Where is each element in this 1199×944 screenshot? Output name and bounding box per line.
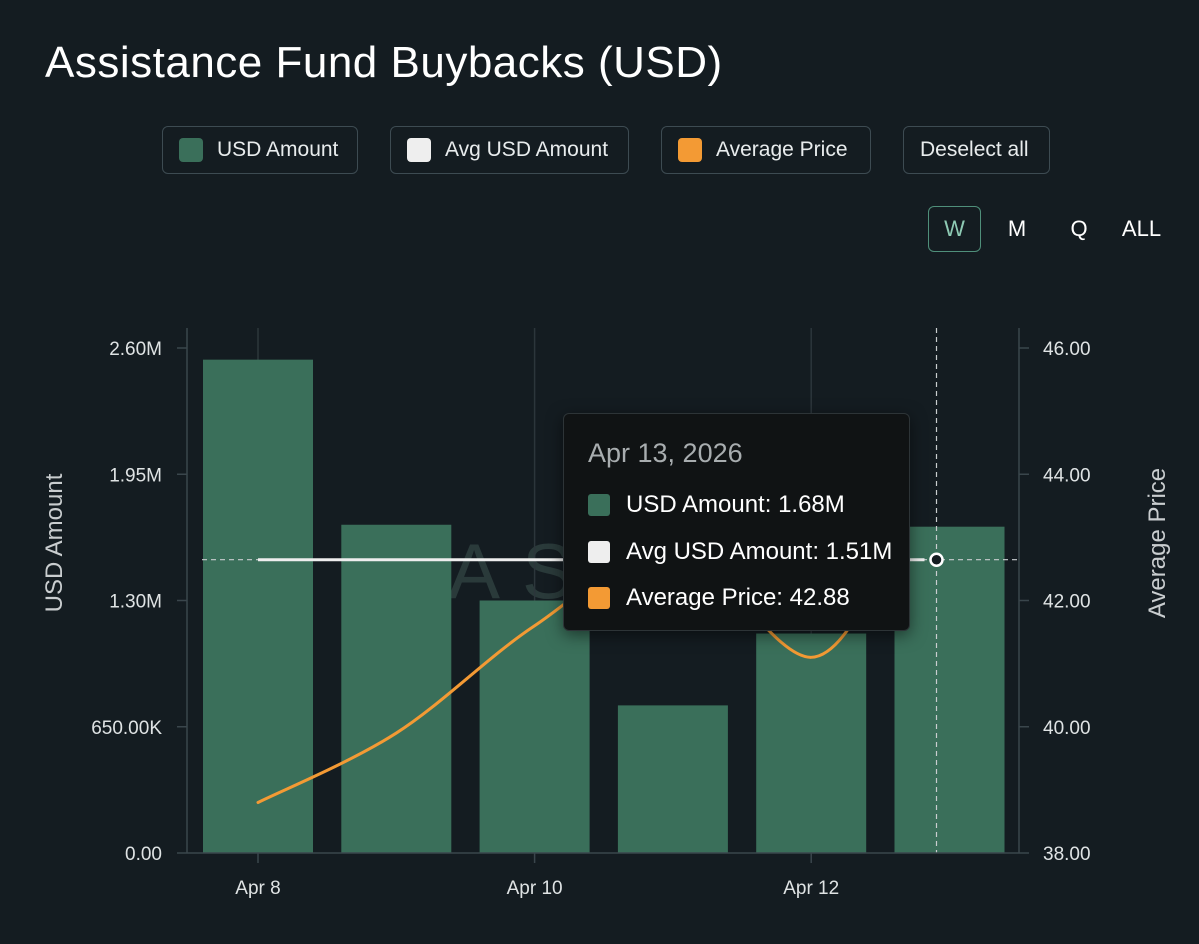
x-axis-tick-label: Apr 8: [235, 878, 280, 899]
legend-avg-usd-amount-button[interactable]: Avg USD Amount: [390, 126, 629, 174]
avg-usd-amount-swatch-icon: [407, 138, 431, 162]
x-axis-tick-label: Apr 12: [783, 878, 839, 899]
right-axis-title: Average Price: [1144, 468, 1171, 618]
tooltip-row-avg-usd-amount: Avg USD Amount: 1.51M: [588, 538, 892, 566]
left-axis-tick-label: 2.60M: [109, 339, 162, 360]
left-axis-title: USD Amount: [41, 473, 68, 612]
left-axis-tick-label: 650.00K: [91, 718, 162, 739]
right-axis-tick-label: 44.00: [1043, 465, 1091, 486]
right-axis-tick-label: 38.00: [1043, 844, 1091, 865]
chart-tooltip: Apr 13, 2026 USD Amount: 1.68M Avg USD A…: [563, 413, 910, 631]
hover-point-marker: [929, 552, 944, 567]
tooltip-date: Apr 13, 2026: [588, 438, 743, 468]
range-w-button[interactable]: W: [928, 206, 981, 252]
legend-average-price-button[interactable]: Average Price: [661, 126, 871, 174]
left-axis-tick-label: 1.30M: [109, 592, 162, 613]
bar-usd-amount: [341, 524, 452, 853]
right-axis-tick-label: 46.00: [1043, 339, 1091, 360]
tooltip-usd-amount-text: USD Amount: 1.68M: [626, 491, 845, 518]
bar-usd-amount: [617, 705, 728, 853]
right-axis-tick-label: 42.00: [1043, 592, 1091, 613]
bar-usd-amount: [756, 633, 867, 853]
left-axis-tick-label: 1.95M: [109, 465, 162, 486]
range-m-button[interactable]: M: [1007, 216, 1027, 241]
legend-usd-amount-button[interactable]: USD Amount: [162, 126, 358, 174]
avg-usd-amount-swatch-icon: [588, 541, 610, 563]
legend-label: Average Price: [716, 138, 848, 161]
chart-title: Assistance Fund Buybacks (USD): [45, 38, 723, 87]
deselect-all-button[interactable]: Deselect all: [903, 126, 1050, 174]
usd-amount-swatch-icon: [179, 138, 203, 162]
bar-usd-amount: [894, 526, 1005, 853]
tooltip-average-price-text: Average Price: 42.88: [626, 584, 850, 611]
tooltip-row-usd-amount: USD Amount: 1.68M: [588, 491, 845, 519]
left-axis-tick-label: 0.00: [125, 844, 162, 865]
tooltip-row-average-price: Average Price: 42.88: [588, 584, 850, 612]
legend-label: USD Amount: [217, 138, 339, 161]
range-q-button[interactable]: Q: [1070, 216, 1088, 241]
usd-amount-swatch-icon: [588, 494, 610, 516]
tooltip-avg-usd-amount-text: Avg USD Amount: 1.51M: [626, 538, 893, 565]
legend-label: Avg USD Amount: [445, 138, 609, 161]
deselect-all-label: Deselect all: [920, 138, 1029, 161]
bar-usd-amount: [479, 600, 590, 853]
watermark: AS: [448, 527, 596, 615]
average-price-swatch-icon: [678, 138, 702, 162]
bar-usd-amount: [203, 359, 313, 853]
range-all-button[interactable]: ALL: [1121, 216, 1162, 241]
average-price-swatch-icon: [588, 587, 610, 609]
right-axis-tick-label: 40.00: [1043, 718, 1091, 739]
x-axis-tick-label: Apr 10: [507, 878, 563, 899]
